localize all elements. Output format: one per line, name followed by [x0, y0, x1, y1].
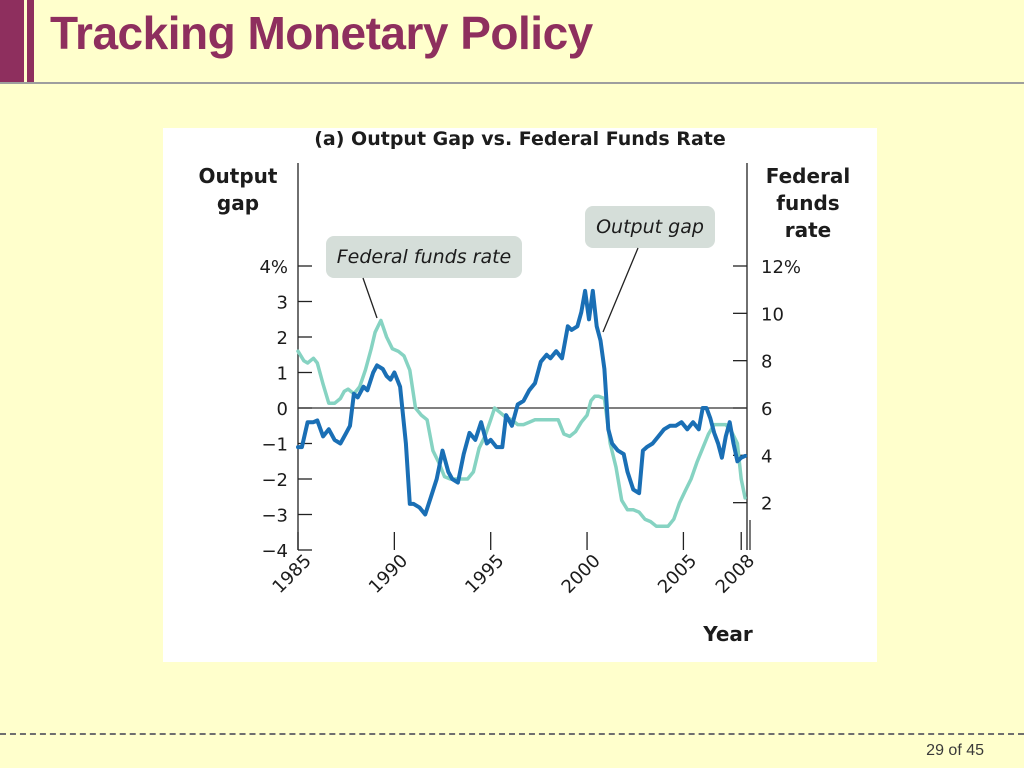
left-axis-tick-label: −2	[261, 470, 288, 491]
x-axis-tick-label: 2005	[654, 550, 701, 597]
right-axis-label-line1: Federal	[766, 164, 851, 188]
right-axis-label-line3: rate	[785, 218, 831, 242]
right-axis-tick-label: 4	[761, 446, 772, 467]
title-accent-bar-thin	[27, 0, 34, 82]
chart-series	[296, 288, 748, 529]
left-axis-label-line1: Output	[199, 164, 278, 188]
left-axis-tick-label: 0	[277, 399, 288, 420]
chart-axes	[297, 163, 751, 551]
title-divider	[0, 82, 1024, 84]
chart-title: (a) Output Gap vs. Federal Funds Rate	[314, 128, 725, 150]
output-gap-line	[296, 288, 748, 517]
fed-funds-callout-leader	[362, 277, 378, 319]
right-axis-tick-label: 12%	[761, 257, 801, 278]
x-axis-label: Year	[702, 622, 753, 646]
fed-funds-line	[296, 318, 747, 529]
left-axis-label-line2: gap	[217, 191, 259, 215]
right-axis-tick-label: 10	[761, 304, 784, 325]
fed-funds-callout-box	[326, 236, 522, 278]
left-axis-tick-label: 2	[277, 328, 288, 349]
right-axis-tick-label: 2	[761, 494, 772, 515]
left-axis-tick-label: 1	[277, 364, 288, 385]
chart-annotations: Federal funds rate Output gap	[326, 206, 715, 333]
right-axis-label-line2: funds	[776, 191, 839, 215]
right-axis-tick-label: 8	[761, 352, 772, 373]
left-axis-tick-label: −1	[261, 435, 288, 456]
chart-panel: Federal funds rate Output gap (a) Output …	[163, 128, 877, 662]
output-gap-callout-leader	[602, 247, 639, 333]
footer-divider	[0, 733, 1024, 735]
chart-svg: Federal funds rate Output gap (a) Output …	[199, 128, 851, 646]
x-axis-tick-label: 1995	[461, 550, 508, 597]
left-axis-tick-label: 4%	[259, 257, 288, 278]
x-axis-tick-label: 2008	[712, 550, 759, 597]
left-axis-tick-label: −4	[261, 541, 288, 562]
chart-labels: (a) Output Gap vs. Federal Funds Rate Out…	[199, 128, 851, 646]
title-accent-bar	[0, 0, 24, 82]
x-axis-tick-label: 2000	[558, 550, 605, 597]
slide-title: Tracking Monetary Policy	[50, 7, 593, 59]
x-axis-tick-label: 1990	[365, 550, 412, 597]
left-axis-tick-label: −3	[261, 506, 288, 527]
fed-funds-callout-label: Federal funds rate	[337, 246, 512, 268]
page-number: 29 of 45	[926, 742, 984, 759]
output-gap-callout-box	[585, 206, 715, 248]
left-axis-tick-label: 3	[277, 293, 288, 314]
right-axis-tick-label: 6	[761, 399, 772, 420]
output-gap-callout-label: Output gap	[596, 216, 704, 238]
